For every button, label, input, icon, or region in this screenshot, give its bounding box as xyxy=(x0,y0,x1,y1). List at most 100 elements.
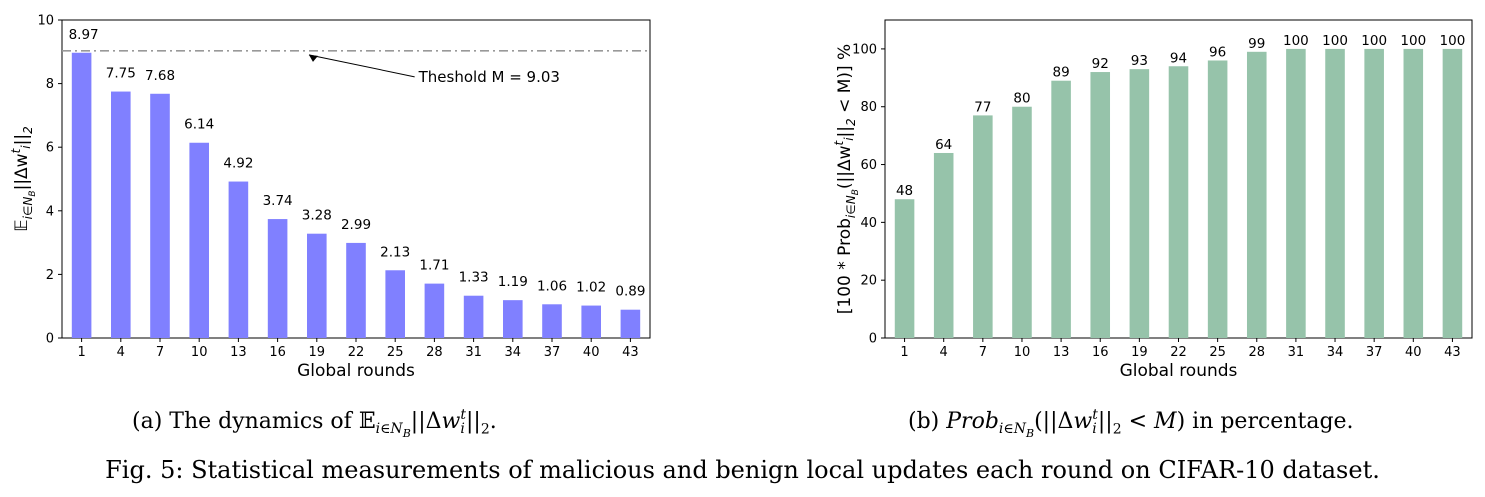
y-tick-label: 6 xyxy=(46,141,54,156)
y-axis-label-part: ||Δw xyxy=(12,153,32,190)
data-label: 0.89 xyxy=(615,284,645,300)
data-label: 80 xyxy=(1013,91,1030,107)
y-tick-label: 100 xyxy=(852,42,877,57)
y-tick-label: 0 xyxy=(46,332,54,347)
caption-b-sub: i∈N xyxy=(998,421,1026,438)
caption-a-norm-open: ||Δ xyxy=(410,409,442,434)
caption-b-open: (||Δ xyxy=(1034,409,1074,434)
y-axis-label-part: [100 * Prob xyxy=(835,218,855,314)
x-tick-label: 31 xyxy=(465,345,482,360)
caption-a-subsub: B xyxy=(402,427,411,441)
x-tick-label: 1 xyxy=(900,345,908,360)
x-tick-label: 43 xyxy=(622,345,639,360)
bar xyxy=(1442,48,1463,339)
caption-b-norm-close: || xyxy=(1097,409,1113,434)
bar xyxy=(346,242,366,338)
bar xyxy=(581,305,601,338)
caption-b-lt: < xyxy=(1121,409,1155,434)
figure-canvas: 024681018.9747.7577.68106.14134.92163.74… xyxy=(9,14,1473,381)
caption-a-text: (a) The dynamics of xyxy=(132,409,359,434)
caption-a-subi: i xyxy=(460,421,465,437)
y-axis-label-part: B xyxy=(851,189,861,195)
x-tick-label: 1 xyxy=(77,345,85,360)
x-tick-label: 34 xyxy=(505,345,522,360)
bar xyxy=(620,309,641,338)
data-label: 96 xyxy=(1209,44,1226,60)
x-tick-label: 25 xyxy=(1209,345,1226,360)
y-axis-label-part: < M)] % xyxy=(835,44,855,119)
chart-b: 0204060801001484647771080138916921993229… xyxy=(832,19,1473,381)
bar xyxy=(503,300,523,338)
bar xyxy=(973,115,993,339)
bar xyxy=(1364,48,1384,339)
y-axis-label-part: i xyxy=(19,145,33,149)
data-label: 3.28 xyxy=(302,208,332,224)
caption-b-text: (b) xyxy=(908,409,947,434)
x-tick-label: 43 xyxy=(1444,345,1461,360)
bar xyxy=(933,152,954,338)
data-label: 100 xyxy=(1361,33,1387,49)
caption-b-subi: i xyxy=(1092,421,1097,437)
y-axis-label-part: 2 xyxy=(21,126,35,134)
bar xyxy=(1051,80,1071,338)
data-label: 100 xyxy=(1440,33,1466,49)
x-tick-label: 19 xyxy=(1131,345,1148,360)
data-label: 6.14 xyxy=(184,117,214,133)
caption-a-two: 2 xyxy=(480,421,490,438)
data-label: 1.19 xyxy=(498,274,528,290)
bar xyxy=(894,199,915,338)
data-label: 100 xyxy=(1283,33,1309,49)
y-axis-label-part: || xyxy=(12,134,32,145)
x-tick-label: 37 xyxy=(1366,345,1383,360)
x-axis-label: Global rounds xyxy=(297,361,415,381)
data-label: 4.92 xyxy=(223,156,253,172)
bar xyxy=(228,181,249,338)
data-label: 94 xyxy=(1170,50,1187,66)
x-tick-label: 13 xyxy=(230,345,247,360)
data-label: 89 xyxy=(1053,65,1070,81)
caption-b-subsub: B xyxy=(1026,427,1035,441)
x-tick-label: 16 xyxy=(1092,345,1109,360)
bar xyxy=(463,295,484,338)
x-tick-label: 25 xyxy=(387,345,404,360)
bar xyxy=(1129,69,1150,339)
y-tick-label: 4 xyxy=(46,204,54,219)
y-tick-label: 20 xyxy=(860,274,877,289)
y-tick-label: 2 xyxy=(46,268,54,283)
data-label: 7.68 xyxy=(145,68,175,84)
data-label: 99 xyxy=(1248,36,1265,52)
caption-a: (a) The dynamics of 𝔼i∈NB||Δw t i ||2. xyxy=(132,408,497,440)
y-axis-label-part: || xyxy=(835,126,855,137)
data-label: 100 xyxy=(1322,33,1348,49)
bar xyxy=(1207,60,1228,339)
caption-a-w: w xyxy=(441,409,461,434)
y-axis-label-part: 𝔼 xyxy=(12,219,32,231)
data-label: 92 xyxy=(1092,56,1109,72)
bar xyxy=(1246,51,1267,339)
figure-caption: Fig. 5: Statistical measurements of mali… xyxy=(105,456,1380,484)
y-axis-label-part: 2 xyxy=(844,118,858,126)
data-label: 77 xyxy=(974,99,991,115)
bar xyxy=(1286,48,1306,339)
data-label: 2.13 xyxy=(380,244,410,260)
bar xyxy=(1168,66,1189,338)
x-tick-label: 13 xyxy=(1053,345,1070,360)
data-label: 2.99 xyxy=(341,217,371,233)
bar xyxy=(189,142,209,338)
bar xyxy=(267,219,288,338)
y-axis-label-part: t xyxy=(832,139,846,145)
x-tick-label: 40 xyxy=(583,345,600,360)
x-tick-label: 10 xyxy=(1014,345,1031,360)
data-label: 1.06 xyxy=(537,278,567,294)
y-axis-label-part: (||Δw xyxy=(835,145,855,189)
x-tick-label: 10 xyxy=(191,345,208,360)
bar xyxy=(111,91,131,338)
data-label: 1.33 xyxy=(459,270,489,286)
y-tick-label: 80 xyxy=(860,100,877,115)
threshold-label: Theshold M = 9.03 xyxy=(418,68,560,86)
caption-a-end: . xyxy=(489,409,497,434)
x-tick-label: 19 xyxy=(309,345,326,360)
x-tick-label: 40 xyxy=(1405,345,1422,360)
data-label: 48 xyxy=(896,183,913,199)
x-tick-label: 4 xyxy=(117,345,125,360)
